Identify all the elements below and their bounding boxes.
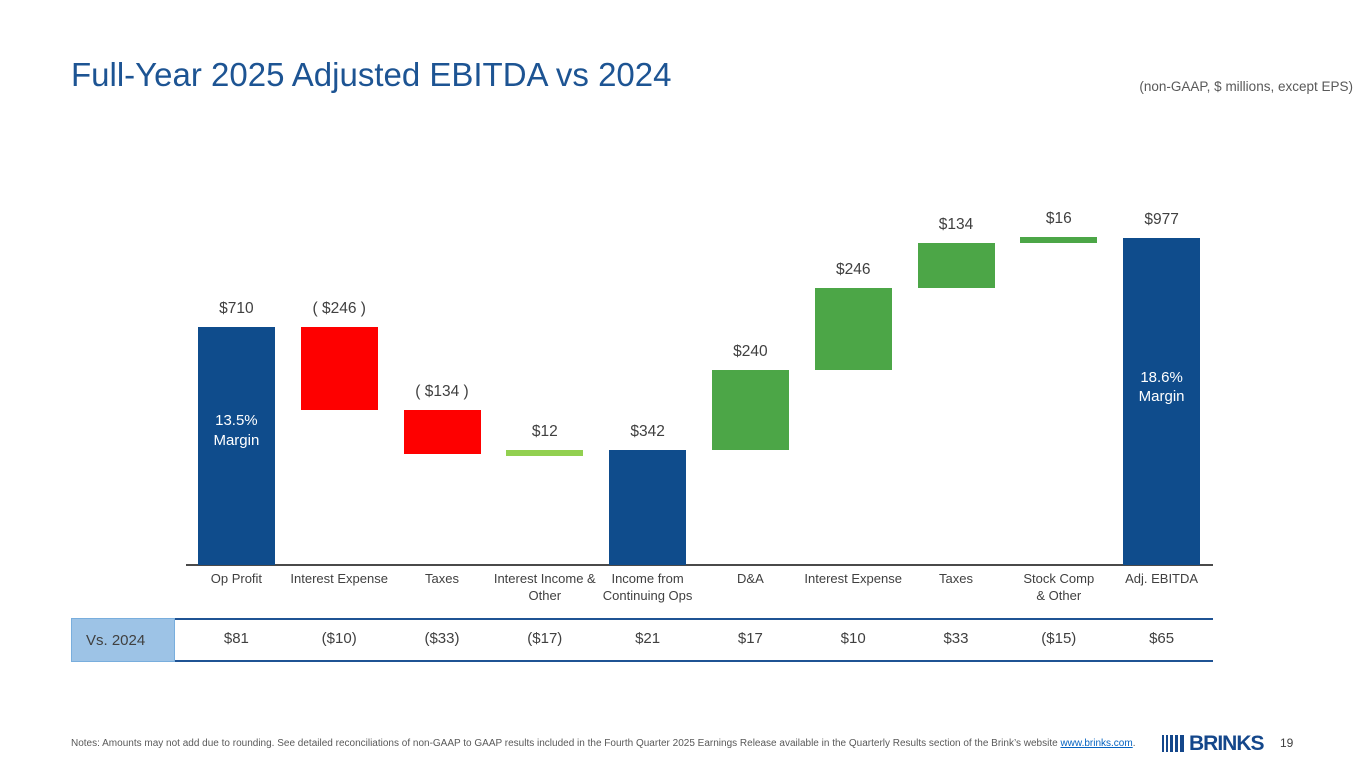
bar-interest-expense bbox=[300, 327, 378, 410]
value-label-interest-expense: $246 bbox=[835, 260, 871, 278]
table-cell-income-from-continuing-ops: $21 bbox=[635, 630, 661, 647]
bar-op-profit bbox=[197, 327, 275, 565]
axis-tick-interest-income-other: Interest Income & Other bbox=[493, 571, 596, 603]
slide-title: Full-Year 2025 Adjusted EBITDA vs 2024 bbox=[71, 56, 672, 93]
axis-tick-d-a: D&A bbox=[737, 571, 764, 586]
bar-interest-income-other bbox=[506, 450, 584, 457]
axis-tick-taxes: Taxes bbox=[425, 571, 459, 586]
value-label-interest-income-other: $12 bbox=[531, 423, 558, 441]
value-label-taxes: ( $134 ) bbox=[415, 382, 469, 400]
table-cell-interest-income-other: ($17) bbox=[527, 630, 563, 647]
table-cell-interest-expense: ($10) bbox=[321, 630, 357, 647]
comparison-table bbox=[175, 618, 1213, 662]
brinks-logo-text: BRINKS bbox=[1189, 731, 1265, 755]
value-label-taxes: $134 bbox=[938, 215, 974, 233]
value-label-d-a: $240 bbox=[733, 343, 768, 361]
bar-taxes bbox=[917, 242, 995, 288]
axis-tick-income-from-continuing-ops: Income from Continuing Ops bbox=[602, 571, 693, 603]
table-cell-adj-ebitda: $65 bbox=[1149, 630, 1175, 647]
page-number: 19 bbox=[1280, 736, 1294, 750]
table-cell-d-a: $17 bbox=[737, 630, 763, 647]
footnote-text: Notes: Amounts may not add due to roundi… bbox=[71, 738, 1061, 749]
bar-taxes bbox=[403, 409, 481, 455]
table-cell-taxes: $33 bbox=[943, 630, 969, 647]
value-label-stock-comp-other: $16 bbox=[1045, 210, 1072, 228]
table-cell-op-profit: $81 bbox=[223, 630, 249, 647]
axis-tick-adj-ebitda: Adj. EBITDA bbox=[1125, 571, 1199, 586]
table-cell-interest-expense: $10 bbox=[840, 630, 866, 647]
bar-interest-expense bbox=[814, 287, 892, 371]
axis-tick-op-profit: Op Profit bbox=[210, 571, 263, 586]
brinks-website-link[interactable]: www.brinks.com bbox=[1060, 738, 1133, 749]
brinks-logo-bars-icon bbox=[1162, 734, 1186, 752]
value-label-income-from-continuing-ops: $342 bbox=[630, 423, 665, 441]
footnote-period: . bbox=[1132, 738, 1136, 749]
units-note: (non-GAAP, $ millions, except EPS) bbox=[1139, 79, 1353, 94]
footnote: Notes: Amounts may not add due to roundi… bbox=[71, 738, 1135, 749]
brinks-logo: BRINKS bbox=[1162, 731, 1265, 755]
bar-income-from-continuing-ops bbox=[609, 450, 687, 565]
axis-tick-stock-comp-other: Stock Comp & Other bbox=[1023, 571, 1095, 603]
margin-label-op-profit: 13.5% Margin bbox=[213, 412, 260, 449]
axis-tick-interest-expense: Interest Expense bbox=[804, 571, 902, 586]
bar-d-a bbox=[711, 370, 789, 451]
axis-tick-interest-expense: Interest Expense bbox=[290, 571, 388, 586]
x-axis-line bbox=[186, 564, 1213, 566]
bar-adj-ebitda bbox=[1123, 237, 1201, 565]
value-label-interest-expense: ( $246 ) bbox=[312, 300, 366, 318]
value-label-adj-ebitda: $977 bbox=[1144, 210, 1179, 228]
axis-tick-taxes: Taxes bbox=[939, 571, 973, 586]
table-cell-stock-comp-other: ($15) bbox=[1041, 630, 1077, 647]
value-label-op-profit: $710 bbox=[219, 300, 254, 318]
table-row-header: Vs. 2024 bbox=[71, 618, 175, 662]
table-cell-taxes: ($33) bbox=[424, 630, 460, 647]
bar-stock-comp-other bbox=[1020, 237, 1098, 244]
margin-label-adj-ebitda: 18.6% Margin bbox=[1138, 368, 1185, 406]
